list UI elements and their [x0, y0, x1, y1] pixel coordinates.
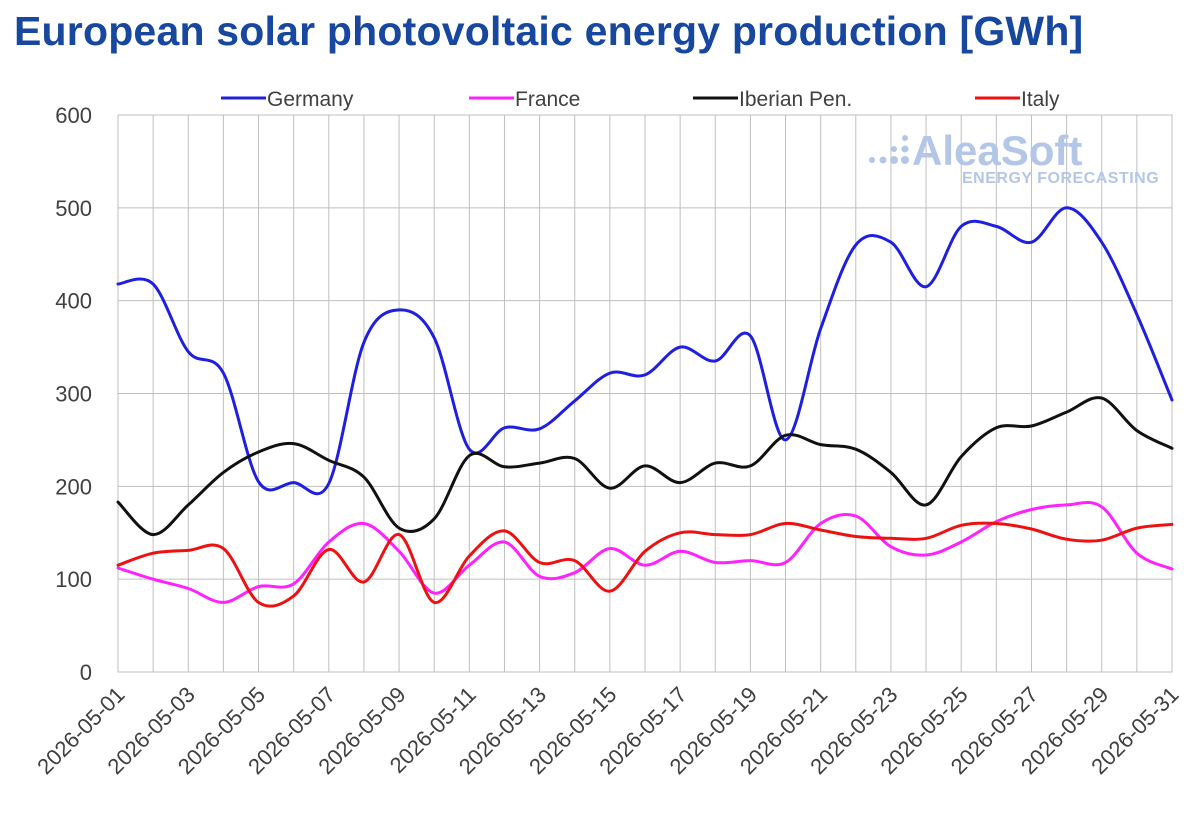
- chart-title: European solar photovoltaic energy produ…: [14, 8, 1084, 54]
- series-lines: [116, 206, 1174, 608]
- legend-label: Iberian Pen.: [739, 88, 852, 111]
- grid-lines: [117, 114, 1173, 673]
- legend-label: Italy: [1021, 88, 1060, 111]
- legend-item-iberian-pen: Iberian Pen.: [693, 88, 852, 111]
- y-tick-label: 300: [55, 382, 92, 407]
- y-tick-label: 100: [55, 567, 92, 592]
- watermark-dot: [891, 146, 897, 152]
- watermark-dot: [901, 145, 909, 153]
- x-axis: 2026-05-012026-05-032026-05-052026-05-07…: [32, 682, 1183, 779]
- legend: Germany France Iberian Pen. Italy: [221, 88, 1060, 111]
- watermark-brand: AleaSoft: [912, 127, 1082, 174]
- watermark-tagline: ENERGY FORECASTING: [962, 170, 1159, 187]
- series-line-france: [116, 501, 1174, 604]
- series-line-italy: [116, 521, 1174, 608]
- y-tick-label: 0: [80, 660, 92, 685]
- watermark-dot: [879, 156, 887, 164]
- y-axis: 0 100 200 300 400 500 600: [55, 103, 92, 685]
- legend-item-germany: Germany: [221, 88, 354, 111]
- y-tick-label: 500: [55, 196, 92, 221]
- y-tick-label: 600: [55, 103, 92, 128]
- watermark-dot: [890, 156, 898, 164]
- series-line-iberian-pen: [116, 396, 1174, 537]
- y-tick-label: 200: [55, 474, 92, 499]
- legend-item-italy: Italy: [975, 88, 1060, 111]
- legend-item-france: France: [469, 88, 580, 111]
- y-tick-label: 400: [55, 289, 92, 314]
- watermark-dot: [901, 156, 909, 164]
- watermark-dot: [869, 157, 875, 163]
- legend-label: Germany: [267, 88, 354, 111]
- series-line-germany: [116, 206, 1174, 496]
- watermark-dot: [902, 135, 908, 141]
- legend-label: France: [515, 88, 580, 111]
